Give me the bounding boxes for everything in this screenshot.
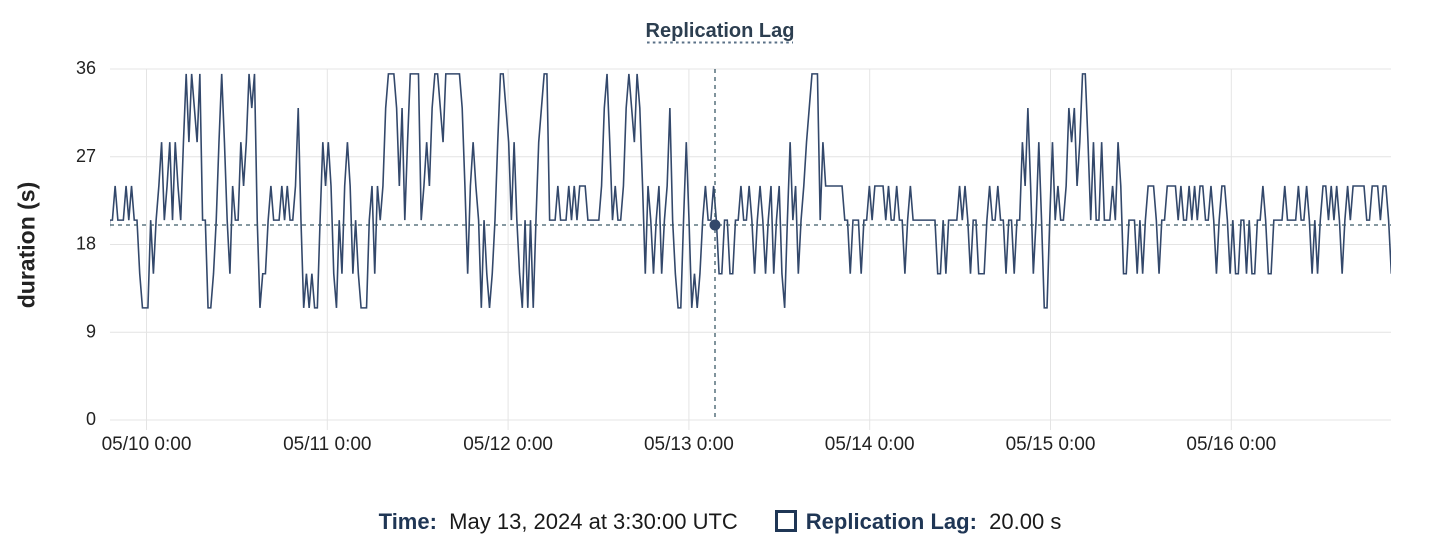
- svg-text:36: 36: [76, 58, 96, 78]
- svg-text:05/16 0:00: 05/16 0:00: [1186, 434, 1276, 455]
- svg-text:05/13 0:00: 05/13 0:00: [644, 434, 734, 455]
- svg-text:05/12 0:00: 05/12 0:00: [463, 434, 553, 455]
- svg-text:9: 9: [86, 321, 96, 341]
- svg-text:05/14 0:00: 05/14 0:00: [825, 434, 915, 455]
- svg-text:05/15 0:00: 05/15 0:00: [1006, 434, 1096, 455]
- svg-text:05/10 0:00: 05/10 0:00: [102, 434, 192, 455]
- svg-text:27: 27: [76, 146, 96, 166]
- svg-text:0: 0: [86, 409, 96, 429]
- svg-text:18: 18: [76, 234, 96, 254]
- svg-text:05/11 0:00: 05/11 0:00: [283, 434, 371, 455]
